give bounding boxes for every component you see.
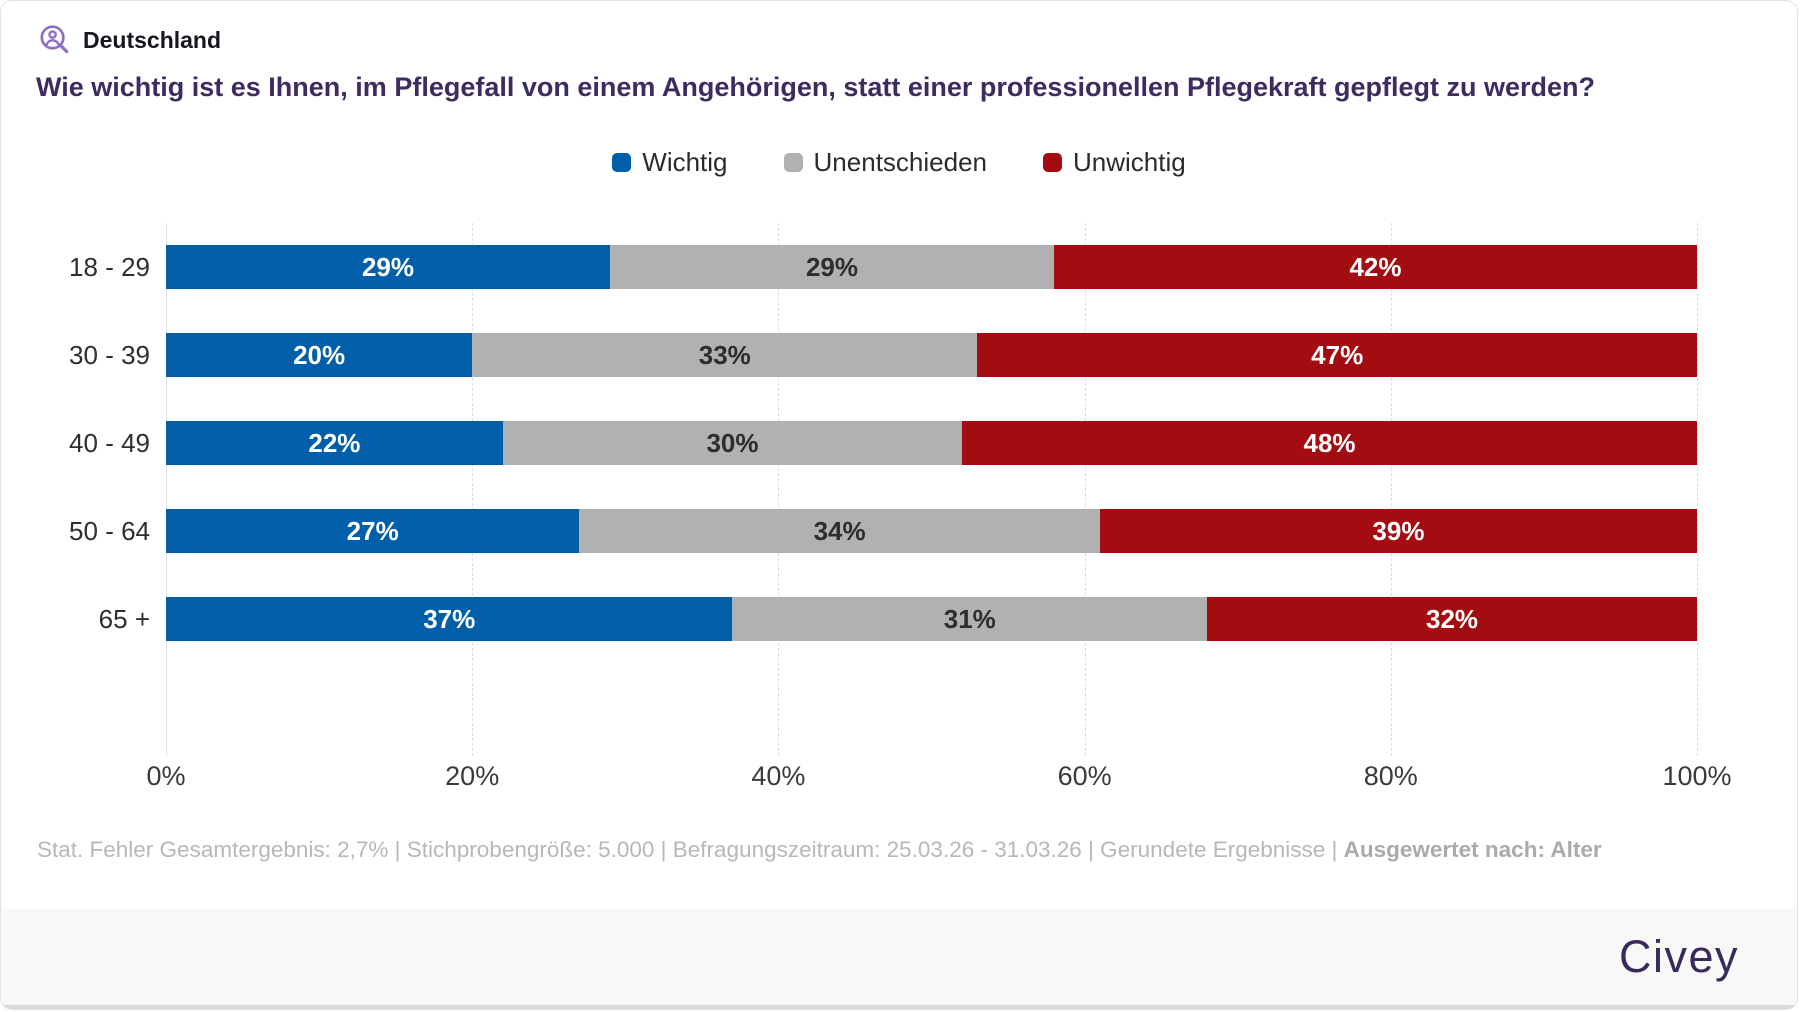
gridline <box>1390 223 1392 756</box>
category-label: 50 - 64 <box>69 515 150 546</box>
brand-bar: Civey <box>1 909 1797 1009</box>
legend-swatch-icon <box>783 153 803 172</box>
footnote-bold: Ausgewertet nach: Alter <box>1343 837 1602 862</box>
bar-segment-unentschieden[interactable]: 34% <box>579 509 1100 553</box>
civey-logo: Civey <box>1618 931 1739 982</box>
gridline <box>472 223 474 756</box>
bar-segment-unwichtig[interactable]: 42% <box>1053 245 1697 289</box>
gridline <box>1697 223 1698 756</box>
x-tick-label: 40% <box>751 761 806 791</box>
x-tick-label: 0% <box>146 761 186 791</box>
gridline <box>778 223 780 756</box>
x-tick-label: 60% <box>1057 761 1112 791</box>
bar-segment-unentschieden[interactable]: 33% <box>472 333 978 377</box>
region-row: Deutschland <box>37 23 221 57</box>
methodology-footnote: Stat. Fehler Gesamtergebnis: 2,7% | Stic… <box>37 837 1757 863</box>
bar-track: 37% 31% 32% <box>166 597 1697 641</box>
legend-label: Unwichtig <box>1073 147 1186 177</box>
bar-segment-unentschieden[interactable]: 29% <box>609 245 1054 289</box>
audience-magnifier-icon <box>37 23 71 57</box>
legend-item-unwichtig[interactable]: Unwichtig <box>1043 147 1186 178</box>
category-label: 30 - 39 <box>69 339 150 370</box>
chart-row-50-64: 50 - 64 27% 34% 39% <box>1 487 1797 575</box>
legend-item-wichtig[interactable]: Wichtig <box>612 147 728 178</box>
bar-segment-wichtig[interactable]: 27% <box>166 509 580 553</box>
chart-plot: 18 - 29 29% 29% 42% 30 - 39 20% 33% 47% 40 - 49 2… <box>1 223 1797 756</box>
bar-segment-unentschieden[interactable]: 30% <box>502 421 963 465</box>
legend-label: Unentschieden <box>813 147 987 177</box>
bar-segment-unwichtig[interactable]: 48% <box>962 421 1697 465</box>
legend-swatch-icon <box>1043 153 1062 172</box>
gridline <box>1084 223 1086 756</box>
chart-rows: 18 - 29 29% 29% 42% 30 - 39 20% 33% 47% 40 - 49 2… <box>1 223 1797 663</box>
legend-item-unentschieden[interactable]: Unentschieden <box>783 147 987 178</box>
bar-track: 27% 34% 39% <box>166 509 1697 553</box>
bar-track: 20% 33% 47% <box>166 333 1697 377</box>
category-label: 40 - 49 <box>69 427 150 458</box>
category-label: 65 + <box>98 603 150 634</box>
legend: Wichtig Unentschieden Unwichtig <box>1 147 1797 178</box>
bar-segment-wichtig[interactable]: 22% <box>166 421 503 465</box>
survey-question-title: Wie wichtig ist es Ihnen, im Pflegefall … <box>36 72 1596 102</box>
bar-segment-wichtig[interactable]: 29% <box>166 245 610 289</box>
chart-row-30-39: 30 - 39 20% 33% 47% <box>1 311 1797 399</box>
bar-segment-wichtig[interactable]: 37% <box>166 597 733 641</box>
bar-track: 22% 30% 48% <box>166 421 1697 465</box>
gridlines <box>166 223 1698 756</box>
bar-track: 29% 29% 42% <box>166 245 1697 289</box>
bar-segment-unentschieden[interactable]: 31% <box>732 597 1208 641</box>
gridline <box>166 223 167 756</box>
bar-segment-wichtig[interactable]: 20% <box>166 333 473 377</box>
x-tick-label: 100% <box>1662 761 1732 791</box>
x-axis: 0% 20% 40% 60% 80% 100% <box>146 761 1731 801</box>
bar-segment-unwichtig[interactable]: 47% <box>977 333 1697 377</box>
category-label: 18 - 29 <box>69 251 150 282</box>
chart-row-18-29: 18 - 29 29% 29% 42% <box>1 223 1797 311</box>
region-name: Deutschland <box>83 26 222 53</box>
legend-label: Wichtig <box>642 147 728 177</box>
x-tick-label: 20% <box>445 761 500 791</box>
bar-segment-unwichtig[interactable]: 39% <box>1099 509 1697 553</box>
legend-swatch-icon <box>612 153 632 172</box>
bar-segment-unwichtig[interactable]: 32% <box>1207 597 1697 641</box>
x-tick-label: 80% <box>1363 761 1418 791</box>
footnote-regular: Stat. Fehler Gesamtergebnis: 2,7% | Stic… <box>37 837 1344 862</box>
chart-row-65+: 65 + 37% 31% 32% <box>1 575 1797 663</box>
chart-row-40-49: 40 - 49 22% 30% 48% <box>1 399 1797 487</box>
